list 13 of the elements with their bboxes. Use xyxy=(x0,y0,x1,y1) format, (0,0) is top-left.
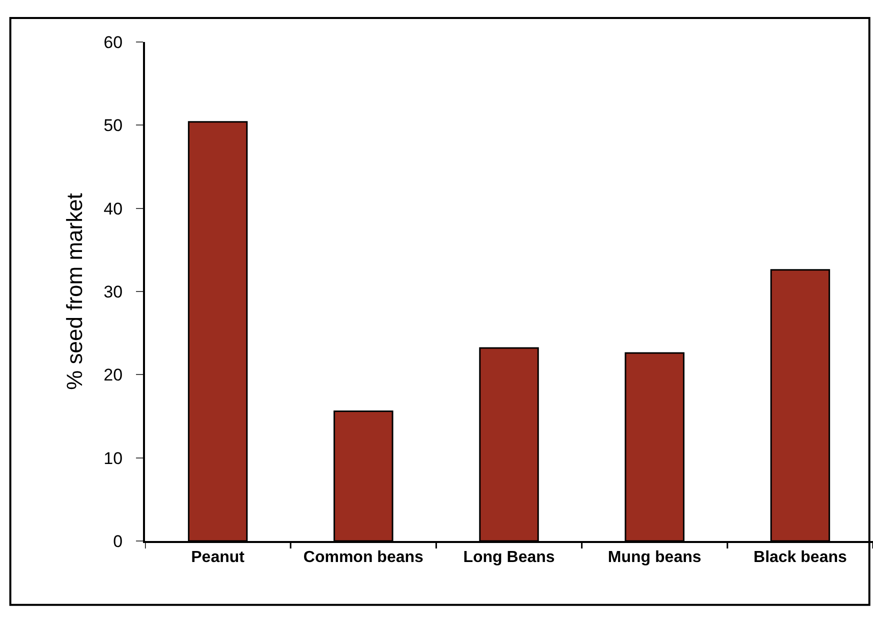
y-tick-label: 50 xyxy=(104,116,123,136)
y-tick-label: 10 xyxy=(104,448,123,468)
x-tick-label: Common beans xyxy=(303,549,424,566)
y-axis-title: % seed from market xyxy=(62,193,87,390)
x-tick-label: Peanut xyxy=(191,549,246,566)
y-tick-label: 40 xyxy=(104,199,123,218)
y-tick-label: 60 xyxy=(104,32,123,52)
y-tick-label: 0 xyxy=(113,532,123,551)
x-tick-label: Black beans xyxy=(754,549,847,566)
y-tick-label: 20 xyxy=(104,366,123,385)
x-tick-label: Mung beans xyxy=(608,549,702,566)
y-tick-label: 30 xyxy=(104,282,123,302)
x-tick-label: Long Beans xyxy=(463,549,555,566)
